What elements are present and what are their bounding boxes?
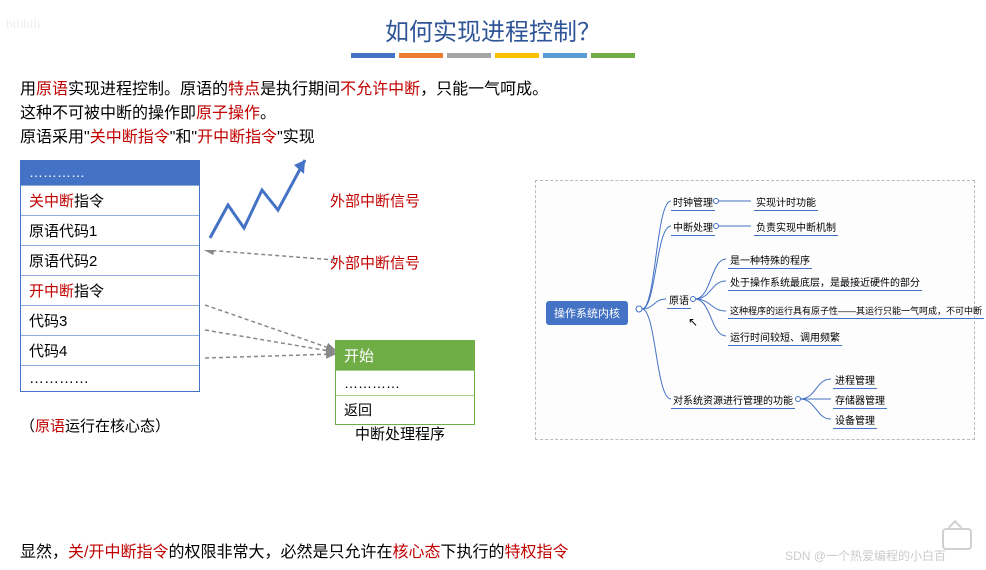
mm-clock-sub: 实现计时功能	[754, 194, 818, 211]
mm-res-sub3: 设备管理	[833, 412, 877, 429]
bar-5	[543, 53, 587, 58]
page-title: 如何实现进程控制？	[0, 12, 986, 47]
bar-4	[495, 53, 539, 58]
watermark-top-left: bilibili	[6, 16, 41, 32]
handler-row: …………	[336, 370, 474, 395]
handler-header: 开始	[336, 341, 474, 370]
main-diagram-area: ………… 关中断指令 原语代码1 原语代码2 开中断指令 代码3 代码4 …………	[0, 160, 986, 480]
handler-caption: 中断处理程序	[355, 423, 445, 444]
bar-3	[447, 53, 491, 58]
code-row: …………	[21, 365, 199, 391]
code-row: 代码3	[21, 305, 199, 335]
mm-clock: 时钟管理	[671, 194, 715, 211]
mm-res-sub2: 存储器管理	[833, 392, 887, 409]
mm-prim-sub4: 运行时间较短、调用频繁	[728, 329, 842, 346]
watermark-bottom-right: SDN @一个热爱编程的小白百	[785, 547, 946, 564]
bar-2	[399, 53, 443, 58]
bilibili-tv-icon	[942, 528, 972, 550]
mm-primitive: 原语	[667, 292, 691, 309]
code-table-caption: （原语运行在核心态）	[20, 415, 170, 436]
bar-1	[351, 53, 395, 58]
code-row: 原语代码2	[21, 245, 199, 275]
code-row-close-int: 关中断指令	[21, 185, 199, 215]
bar-6	[591, 53, 635, 58]
mm-res-sub1: 进程管理	[833, 372, 877, 389]
mm-resource: 对系统资源进行管理的功能	[671, 392, 795, 409]
cursor-icon: ↖	[688, 315, 698, 329]
code-row: 原语代码1	[21, 215, 199, 245]
code-row: 代码4	[21, 335, 199, 365]
zigzag-arrow	[200, 150, 330, 250]
footer-conclusion: 显然，关/开中断指令的权限非常大，必然是只允许在核心态下执行的特权指令	[20, 538, 569, 562]
mm-prim-sub2: 处于操作系统最底层，是最接近硬件的部分	[728, 274, 922, 291]
mm-prim-sub1: 是一种特殊的程序	[728, 252, 812, 269]
intro-paragraph: 用原语实现进程控制。原语的特点是执行期间不允许中断，只能一气呵成。 这种不可被中…	[0, 78, 986, 150]
code-row-open-int: 开中断指令	[21, 275, 199, 305]
os-kernel-mindmap: 操作系统内核 ↖ 时钟管理 实现计时功能 中断处理 负责实现中断机制 原语 是一…	[535, 180, 975, 440]
interrupt-handler-box: 开始 ………… 返回	[335, 340, 475, 425]
mindmap-root: 操作系统内核	[546, 301, 628, 325]
interrupt-signal-label-1: 外部中断信号	[330, 190, 420, 211]
mm-prim-sub3: 这种程序的运行具有原子性——其运行只能一气呵成，不可中断	[728, 304, 984, 319]
title-underline-bars	[0, 53, 986, 58]
mm-interrupt: 中断处理	[671, 219, 715, 236]
code-table-header: …………	[21, 161, 199, 185]
mm-interrupt-sub: 负责实现中断机制	[754, 219, 838, 236]
code-sequence-table: ………… 关中断指令 原语代码1 原语代码2 开中断指令 代码3 代码4 …………	[20, 160, 200, 392]
handler-row: 返回	[336, 395, 474, 424]
